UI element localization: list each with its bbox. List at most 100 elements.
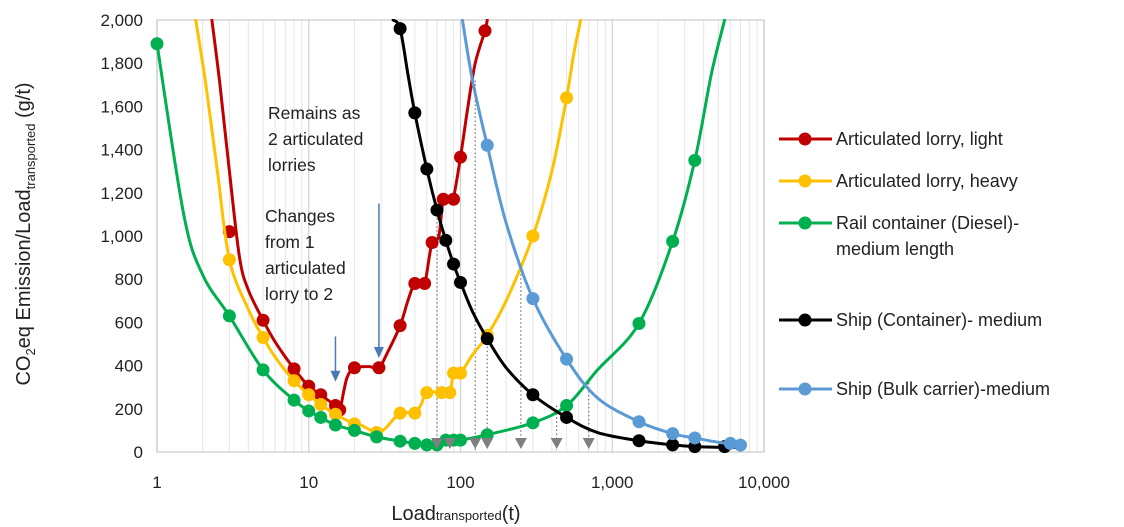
y-tick-label: 600 <box>115 313 143 332</box>
data-point <box>347 423 361 437</box>
data-point <box>430 203 444 217</box>
threshold-markers <box>430 438 595 449</box>
y-tick-label: 2,000 <box>100 11 143 30</box>
x-tick-label: 10 <box>299 473 318 492</box>
data-point <box>666 234 680 248</box>
data-point <box>314 410 328 424</box>
data-point <box>314 388 328 402</box>
legend-swatch-marker <box>798 313 812 327</box>
data-point <box>393 22 407 36</box>
data-point <box>688 153 702 167</box>
data-point <box>454 275 467 289</box>
x-tick-label: 10,000 <box>738 473 790 492</box>
y-tick-label: 400 <box>115 357 143 376</box>
legend-label-line: Rail container (Diesel)- <box>836 213 1019 233</box>
y-tick-label: 1,400 <box>100 141 143 160</box>
annotation-line: 2 articulated <box>268 129 363 149</box>
legend-label: Ship (Container)- medium <box>836 310 1042 330</box>
x-axis-title: Loadtransported(t) <box>391 503 520 525</box>
legend: Articulated lorry, light Articulated lorr… <box>779 129 1050 399</box>
threshold-marker <box>481 438 494 449</box>
data-point <box>436 192 450 206</box>
tick-labels: 0 200 400 600 800 1,000 1,200 1,400 1,600 1,800 2,… <box>100 11 790 492</box>
data-point <box>408 436 422 450</box>
data-point <box>526 416 540 430</box>
data-point <box>632 316 646 330</box>
legend-label: Articulated lorry, heavy <box>836 171 1018 191</box>
plot-area-frame <box>156 19 765 453</box>
data-point <box>733 438 747 452</box>
data-point <box>287 374 301 388</box>
y-tick-label: 1,600 <box>100 97 143 116</box>
data-point <box>443 386 457 400</box>
y-tick-label: 0 <box>134 443 143 462</box>
data-point <box>408 277 422 291</box>
data-point <box>723 436 737 450</box>
threshold-marker <box>582 438 595 449</box>
data-point <box>439 233 453 247</box>
annotation-line: lorry to 2 <box>265 284 333 304</box>
data-point <box>150 37 164 51</box>
data-point <box>688 431 702 445</box>
data-point <box>222 309 236 323</box>
threshold-marker <box>469 438 482 449</box>
x-tick-label: 100 <box>446 473 474 492</box>
legend-label: Ship (Bulk carrier)-medium <box>836 379 1050 399</box>
data-point <box>454 433 467 447</box>
series-line <box>194 19 583 435</box>
data-point <box>480 138 494 152</box>
data-point <box>408 106 422 120</box>
data-point <box>393 319 407 333</box>
data-point <box>560 352 574 366</box>
data-point <box>420 438 434 452</box>
data-point <box>526 292 540 306</box>
series-group <box>194 19 583 440</box>
annotation-line: articulated <box>265 258 346 278</box>
legend-swatch-marker <box>798 382 812 396</box>
data-point <box>632 434 646 448</box>
legend-swatch-marker <box>798 132 812 146</box>
data-point <box>328 418 342 432</box>
data-point <box>560 410 574 424</box>
data-point <box>425 235 439 249</box>
y-tick-label: 800 <box>115 270 143 289</box>
data-point <box>526 229 540 243</box>
data-point <box>454 366 467 380</box>
data-point <box>480 332 494 346</box>
series-layer <box>150 19 747 454</box>
annotation-line: Remains as <box>268 103 361 123</box>
data-point <box>666 427 680 441</box>
series-group <box>391 19 742 454</box>
data-point <box>256 313 270 327</box>
data-point <box>560 399 574 413</box>
legend-label: Rail container (Diesel)- medium length <box>836 213 1019 259</box>
data-point <box>287 362 301 376</box>
annotation-text: Changes from 1 articulated lorry to 2 <box>265 206 346 304</box>
data-point <box>560 91 574 105</box>
series-group <box>150 19 727 452</box>
data-point <box>347 361 361 375</box>
data-point <box>256 363 270 377</box>
data-point <box>408 406 422 420</box>
y-tick-label: 1,800 <box>100 54 143 73</box>
data-point <box>478 24 492 38</box>
annotation-arrow-head <box>373 346 384 358</box>
series-line <box>460 19 742 447</box>
threshold-marker <box>514 438 527 449</box>
legend-label-line: medium length <box>836 239 954 259</box>
data-point <box>454 150 467 164</box>
data-point <box>480 428 494 442</box>
data-point <box>314 397 328 411</box>
legend-swatch-marker <box>798 174 812 188</box>
annotation-text: Remains as 2 articulated lorries <box>268 103 363 175</box>
data-point <box>418 277 432 291</box>
legend-label: Articulated lorry, light <box>836 129 1003 149</box>
y-tick-label: 1,000 <box>100 227 143 246</box>
threshold-marker <box>430 438 443 449</box>
data-point <box>420 162 434 176</box>
threshold-marker <box>550 438 563 449</box>
threshold-marker <box>443 438 456 449</box>
y-tick-label: 200 <box>115 400 143 419</box>
data-point <box>393 406 407 420</box>
y-axis-title: CO2eq Emission/Loadtransported (g/t) <box>13 82 38 385</box>
